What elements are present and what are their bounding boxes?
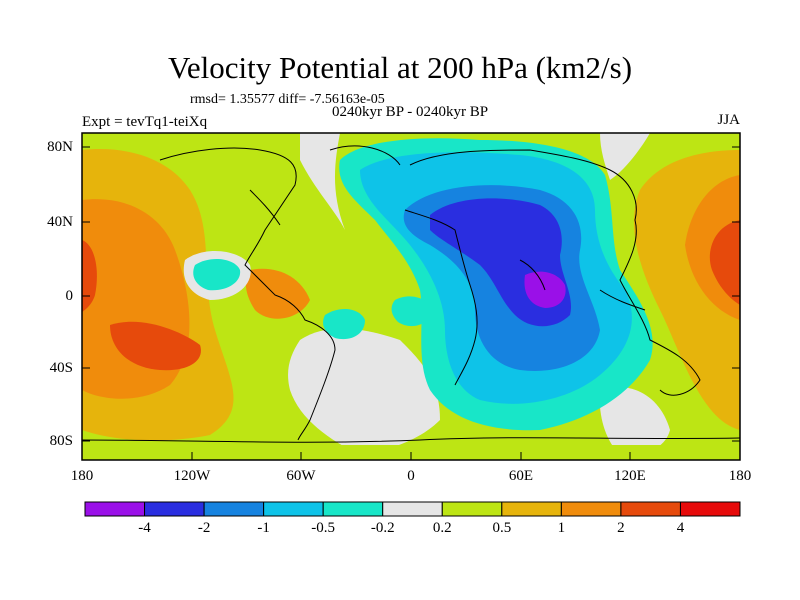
- lon-label-60w: 60W: [286, 468, 316, 484]
- colorbar-tick-label: 0.2: [432, 520, 452, 536]
- neutral-region-south-atlantic: [288, 328, 440, 455]
- colorbar-swatch: [322, 501, 384, 517]
- colorbar-tick-label: 4: [676, 520, 685, 536]
- lat-label-80s: 80S: [49, 433, 73, 449]
- lon-label-120e: 120E: [614, 468, 646, 484]
- lat-label-0: 0: [65, 288, 74, 304]
- negative-region-atlantic: [391, 296, 432, 327]
- colorbar-swatch: [382, 501, 443, 517]
- lon-label-180w: 180: [70, 468, 94, 484]
- colorbar-tick-label: 2: [617, 520, 625, 536]
- contour-field: [82, 133, 740, 460]
- colorbar-tick-label: -4: [138, 520, 151, 536]
- lat-label-40s: 40S: [49, 360, 73, 376]
- experiment-label: Expt = tevTq1-teiXq: [82, 114, 208, 130]
- colorbar-tick-label: 1: [557, 520, 566, 536]
- period-label: 0240kyr BP - 0240kyr BP: [331, 104, 489, 120]
- colorbar-tick-label: -1: [257, 520, 270, 536]
- colorbar-tick-label: -0.5: [311, 520, 336, 536]
- colorbar-swatch: [620, 501, 681, 517]
- max-region-date-line: [82, 240, 97, 312]
- negative-region-east-pacific: [193, 258, 241, 291]
- colorbar-swatch: [84, 501, 146, 517]
- colorbar-tick-label: -2: [197, 520, 211, 536]
- lon-label-120w: 120W: [173, 468, 211, 484]
- season-label: JJA: [717, 112, 740, 128]
- colorbar: [84, 501, 741, 517]
- colorbar-tick-label: 0.5: [492, 520, 512, 536]
- map-title: Velocity Potential at 200 hPa (km2/s): [167, 50, 633, 85]
- neutral-region-arctic: [600, 133, 650, 180]
- lat-label-80n: 80N: [47, 139, 73, 155]
- max-region-south-pacific: [110, 321, 201, 371]
- colorbar-swatch: [679, 501, 741, 517]
- lon-label-180e: 180: [728, 468, 752, 484]
- colorbar-swatch: [501, 501, 562, 517]
- lat-label-40n: 40N: [47, 214, 73, 230]
- colorbar-swatch: [441, 501, 503, 517]
- lon-label-0: 0: [407, 468, 415, 484]
- lon-label-60e: 60E: [508, 468, 534, 484]
- colorbar-swatch: [263, 501, 324, 517]
- stats-label: rmsd= 1.35577 diff= -7.56163e-05: [190, 92, 385, 107]
- negative-region-brazil: [323, 308, 365, 340]
- colorbar-swatch: [203, 501, 265, 517]
- colorbar-swatch: [560, 501, 622, 517]
- coastlines: [82, 145, 740, 443]
- colorbar-tick-label: -0.2: [370, 520, 395, 536]
- axis-ticks: [81, 146, 741, 460]
- max-region-west-pacific: [709, 220, 740, 305]
- colorbar-swatch: [144, 501, 205, 517]
- neutral-region-north-atlantic: [300, 133, 345, 230]
